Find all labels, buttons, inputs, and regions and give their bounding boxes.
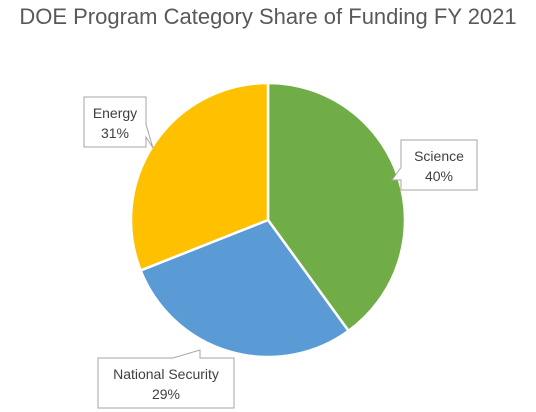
data-label-category: Science (414, 148, 464, 164)
pie-slice-national-security (139, 218, 350, 359)
data-label-category: Energy (93, 105, 137, 121)
chart-title: DOE Program Category Share of Funding FY… (19, 4, 517, 29)
data-label-energy: Energy 31% (83, 96, 154, 149)
data-label-percent: 29% (152, 386, 180, 402)
data-label-percent: 40% (425, 168, 453, 184)
callout-box (83, 96, 154, 149)
callout-box (97, 349, 235, 409)
callout-box (391, 139, 478, 191)
pie-slice-energy (129, 81, 270, 272)
data-label-percent: 31% (101, 125, 129, 141)
data-label-science: Science 40% (391, 139, 478, 191)
data-label-national-security: National Security 29% (97, 349, 235, 409)
data-label-category: National Security (113, 366, 219, 382)
